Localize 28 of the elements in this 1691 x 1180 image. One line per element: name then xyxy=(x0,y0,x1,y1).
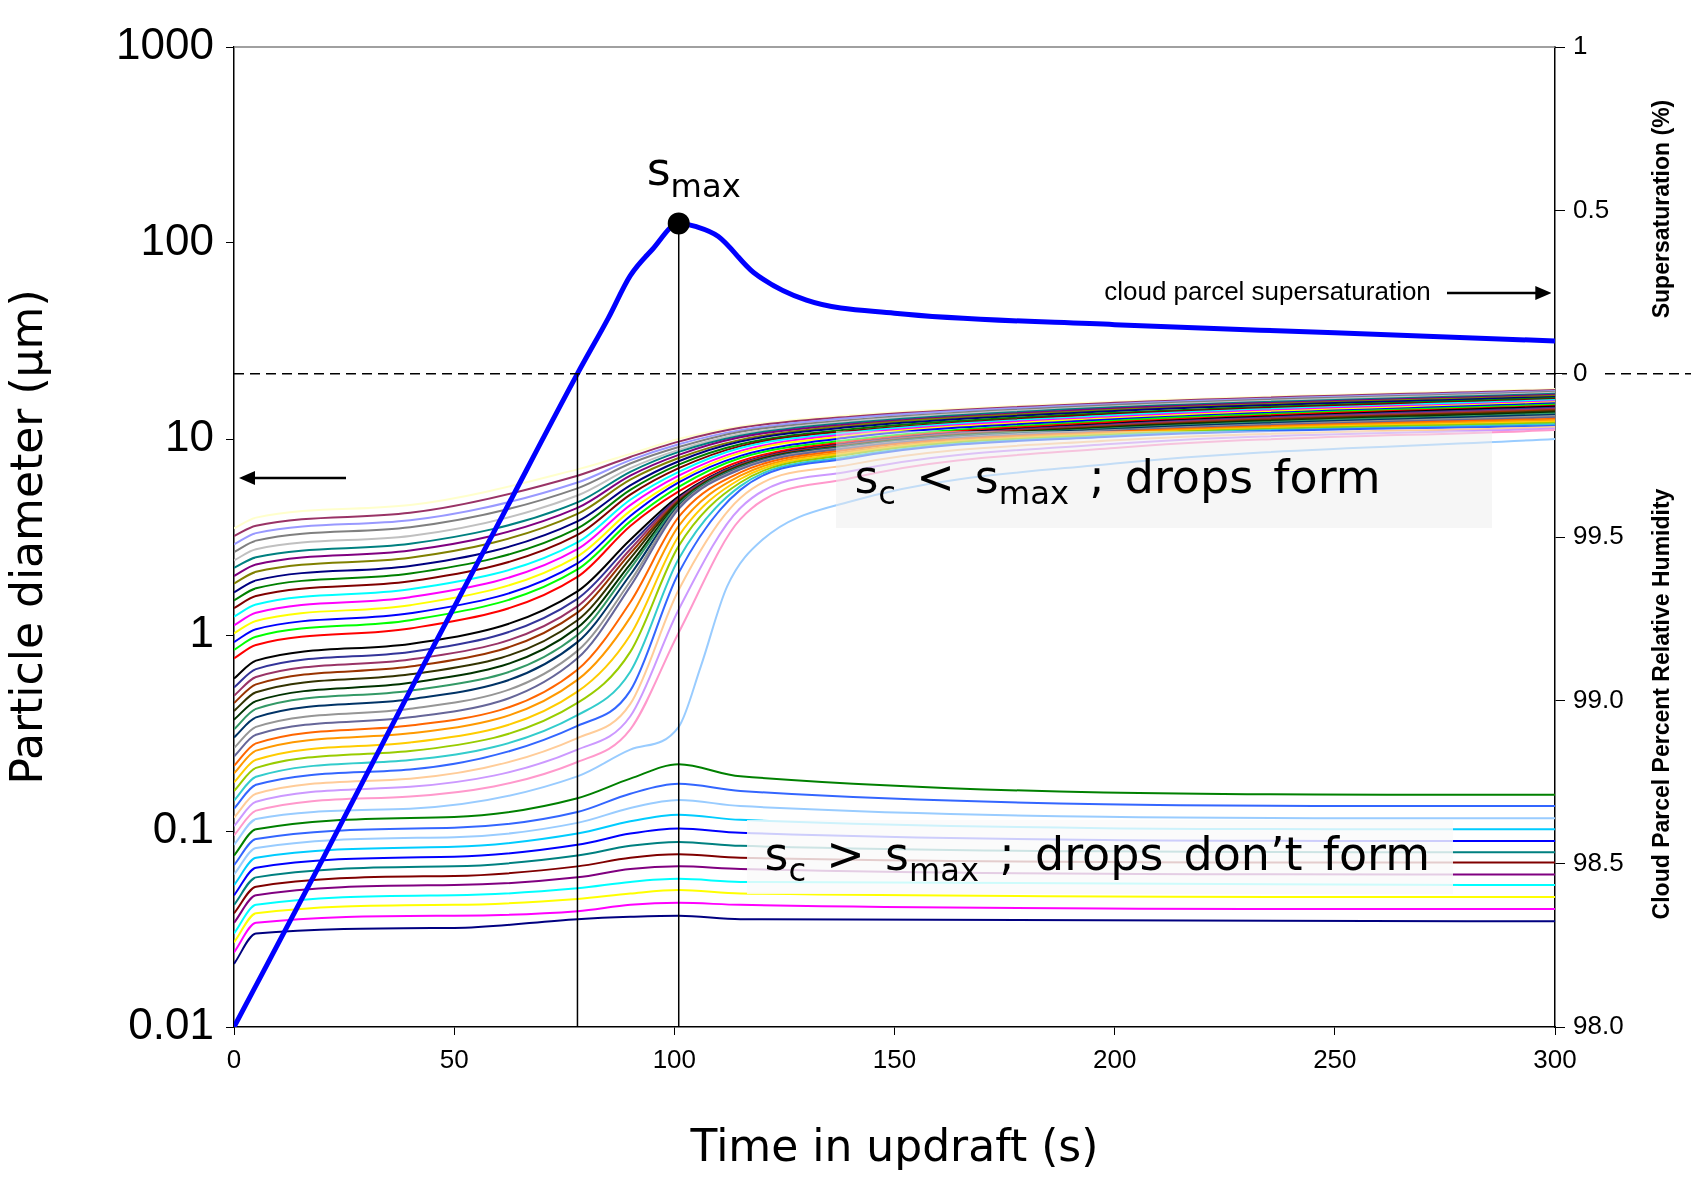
y-tick-label: 10 xyxy=(165,411,214,461)
x-tick-label: 200 xyxy=(1092,1043,1137,1074)
x-axis-title: Time in updraft (s) xyxy=(689,1120,1099,1172)
y2-tick-label: 99.0 xyxy=(1573,683,1624,714)
x-tick-label: 0 xyxy=(226,1043,242,1074)
x-tick-label: 250 xyxy=(1313,1043,1357,1074)
annotation: s$_{c}$ > s$_{max}$ ; drops don’t form xyxy=(764,827,1431,890)
y2-tick-label: 98.5 xyxy=(1573,846,1624,877)
annotation: s$_{c}$ < s$_{max}$ ; drops form xyxy=(854,449,1381,513)
y3-tick-label: 0.5 xyxy=(1573,193,1610,224)
x-tick-label: 100 xyxy=(652,1043,697,1074)
x-tick-label: 50 xyxy=(439,1043,469,1074)
y-tick-label: 100 xyxy=(140,215,214,265)
y-tick-label: 0.1 xyxy=(152,803,214,853)
x-tick-label: 150 xyxy=(872,1043,917,1074)
y3-tick-label: 1 xyxy=(1573,30,1588,61)
annotation: s$_{max}$ xyxy=(646,142,741,205)
y3-axis-title: Supersaturation (%) xyxy=(1647,99,1675,318)
y-tick-label: 1000 xyxy=(116,19,214,69)
y-axis-title: Particle diameter (µm) xyxy=(0,289,52,785)
y2-tick-label: 98.0 xyxy=(1573,1010,1624,1041)
x-tick-label: 300 xyxy=(1533,1043,1577,1074)
y-tick-label: 1 xyxy=(189,607,214,657)
y2-tick-label: 99.5 xyxy=(1573,520,1624,551)
y3-tick-label: 0 xyxy=(1573,356,1588,387)
y-tick-label: 0.01 xyxy=(128,999,214,1049)
annotation: cloud parcel supersaturation xyxy=(1104,275,1431,307)
y2-axis-title: Cloud Parcel Percent Relative Humidity xyxy=(1647,488,1675,919)
